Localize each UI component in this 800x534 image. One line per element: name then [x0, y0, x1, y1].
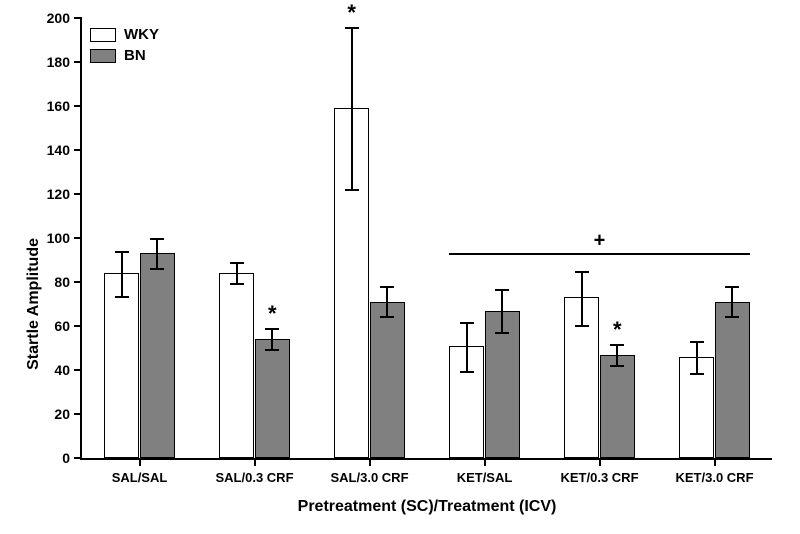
- startle-amplitude-chart: Startle Amplitude Pretreatment (SC)/Trea…: [0, 0, 800, 534]
- bar-bn: [255, 339, 291, 458]
- error-cap: [495, 289, 509, 291]
- error-cap: [345, 27, 359, 29]
- error-cap: [345, 189, 359, 191]
- x-tick-label: KET/3.0 CRF: [675, 458, 753, 485]
- legend-label: BN: [124, 47, 146, 64]
- error-bar: [696, 341, 698, 356]
- error-bar: [731, 302, 733, 317]
- bar-bn: [600, 355, 636, 458]
- bar-bn: [370, 302, 406, 458]
- x-tick-label: KET/SAL: [457, 458, 513, 485]
- comparison-line: [449, 253, 750, 255]
- error-bar: [581, 297, 583, 326]
- error-bar: [696, 357, 698, 375]
- legend-swatch: [90, 49, 116, 63]
- legend-item: WKY: [90, 26, 159, 43]
- error-bar: [466, 346, 468, 372]
- significance-star: *: [268, 301, 277, 327]
- error-cap: [690, 341, 704, 343]
- error-cap: [575, 271, 589, 273]
- plot-area: Startle Amplitude Pretreatment (SC)/Trea…: [80, 18, 772, 460]
- error-cap: [690, 373, 704, 375]
- y-tick-label: 0: [62, 450, 82, 466]
- error-cap: [610, 365, 624, 367]
- x-tick-label: SAL/3.0 CRF: [330, 458, 408, 485]
- significance-plus: +: [594, 230, 606, 253]
- y-tick-label: 160: [47, 98, 82, 114]
- x-tick-label: SAL/0.3 CRF: [215, 458, 293, 485]
- error-cap: [460, 371, 474, 373]
- error-bar: [501, 289, 503, 311]
- error-bar: [121, 251, 123, 273]
- error-bar: [156, 238, 158, 253]
- legend-swatch: [90, 28, 116, 42]
- error-bar: [156, 253, 158, 268]
- bar-wky: [219, 273, 255, 458]
- y-tick-label: 60: [54, 318, 82, 334]
- error-cap: [575, 325, 589, 327]
- bar-wky: [104, 273, 140, 458]
- error-cap: [380, 286, 394, 288]
- error-bar: [466, 322, 468, 346]
- error-cap: [150, 238, 164, 240]
- error-bar: [386, 302, 388, 317]
- error-bar: [386, 286, 388, 301]
- significance-star: *: [613, 317, 622, 343]
- y-tick-label: 180: [47, 54, 82, 70]
- error-cap: [460, 322, 474, 324]
- y-tick-label: 120: [47, 186, 82, 202]
- error-cap: [230, 262, 244, 264]
- y-axis-title: Startle Amplitude: [25, 238, 43, 370]
- error-bar: [351, 27, 353, 108]
- bar-bn: [140, 253, 176, 458]
- x-axis-title: Pretreatment (SC)/Treatment (ICV): [298, 498, 557, 516]
- error-bar: [581, 271, 583, 297]
- error-cap: [725, 316, 739, 318]
- error-cap: [265, 349, 279, 351]
- error-bar: [351, 108, 353, 189]
- error-cap: [115, 296, 129, 298]
- error-bar: [121, 273, 123, 297]
- legend-label: WKY: [124, 26, 159, 43]
- y-tick-label: 20: [54, 406, 82, 422]
- legend-item: BN: [90, 47, 159, 64]
- error-bar: [501, 311, 503, 333]
- y-tick-label: 40: [54, 362, 82, 378]
- y-tick-label: 200: [47, 10, 82, 26]
- error-cap: [725, 286, 739, 288]
- error-cap: [495, 332, 509, 334]
- x-tick-label: SAL/SAL: [112, 458, 168, 485]
- y-tick-label: 80: [54, 274, 82, 290]
- error-cap: [265, 328, 279, 330]
- x-tick-label: KET/0.3 CRF: [560, 458, 638, 485]
- error-cap: [610, 344, 624, 346]
- error-cap: [380, 316, 394, 318]
- y-tick-label: 140: [47, 142, 82, 158]
- bar-bn: [715, 302, 751, 458]
- error-cap: [230, 283, 244, 285]
- legend: WKY BN: [90, 26, 159, 68]
- y-tick-label: 100: [47, 230, 82, 246]
- significance-star: *: [347, 0, 356, 26]
- error-cap: [115, 251, 129, 253]
- error-cap: [150, 268, 164, 270]
- error-bar: [731, 286, 733, 301]
